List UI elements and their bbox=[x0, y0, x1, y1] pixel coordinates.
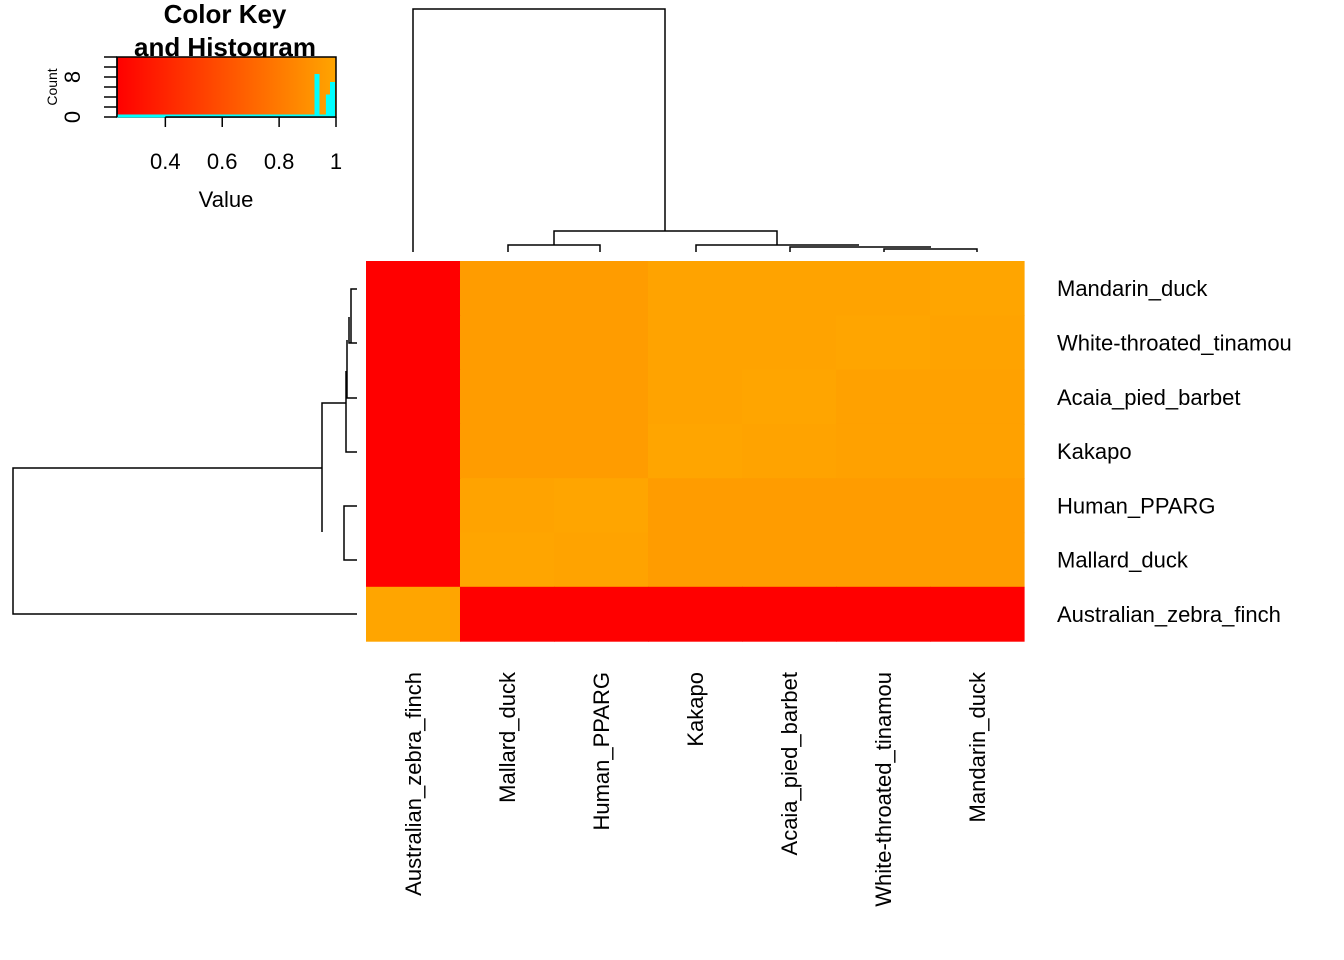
row-label: Kakapo bbox=[1057, 439, 1132, 464]
heatmap-cell bbox=[648, 586, 743, 642]
row-label: Mandarin_duck bbox=[1057, 276, 1208, 301]
heatmap-cell bbox=[836, 369, 931, 425]
heatmap-cell bbox=[742, 369, 837, 425]
key-histogram-bar bbox=[314, 74, 320, 117]
heatmap-cell bbox=[930, 586, 1025, 642]
column-label: Acaia_pied_barbet bbox=[777, 672, 802, 855]
heatmap-cell bbox=[460, 423, 555, 479]
column-label: Mandarin_duck bbox=[965, 671, 990, 822]
heatmap-cell bbox=[460, 315, 555, 371]
key-x-tick-label: 0.6 bbox=[207, 149, 238, 174]
column-label: Human_PPARG bbox=[589, 672, 614, 831]
heatmap-cell bbox=[742, 532, 837, 588]
heatmap-cell bbox=[930, 261, 1025, 316]
heatmap-cell bbox=[554, 315, 649, 371]
key-gradient bbox=[116, 56, 337, 118]
key-y-label: Count bbox=[44, 68, 60, 105]
heatmap-cell bbox=[366, 423, 461, 479]
key-title-line1: Color Key bbox=[164, 0, 287, 29]
heatmap-cell bbox=[930, 532, 1025, 588]
row-labels: Mandarin_duck White-throated_tinamou Acaia… bbox=[1057, 276, 1292, 627]
heatmap-cell bbox=[742, 315, 837, 371]
heatmap-cell bbox=[460, 586, 555, 642]
heatmap-cell bbox=[554, 369, 649, 425]
key-x-axis: 0.4 0.6 0.8 1 bbox=[150, 116, 342, 174]
heatmap-cell bbox=[648, 423, 743, 479]
key-histogram-bar bbox=[325, 94, 331, 117]
row-label: Human_PPARG bbox=[1057, 493, 1216, 518]
heatmap-cell bbox=[836, 261, 931, 316]
heatmap-cell bbox=[460, 261, 555, 316]
heatmap-cell bbox=[742, 586, 837, 642]
heatmap-cell bbox=[930, 478, 1025, 534]
key-histogram-bar bbox=[330, 82, 335, 117]
row-label: Acaia_pied_barbet bbox=[1057, 385, 1240, 410]
row-label: White-throated_tinamou bbox=[1057, 330, 1292, 355]
heatmap-cell bbox=[648, 478, 743, 534]
heatmap-cell bbox=[366, 532, 461, 588]
heatmap-cell bbox=[836, 478, 931, 534]
heatmap-cell bbox=[366, 261, 461, 316]
column-label: Kakapo bbox=[683, 672, 708, 747]
column-label: White-throated_tinamou bbox=[871, 672, 896, 907]
column-dendrogram bbox=[412, 8, 978, 252]
column-dendrogram-branch bbox=[695, 244, 859, 252]
color-key: Color Key and Histogram 0.4 0.6 0.8 1 08 Va… bbox=[44, 0, 342, 212]
key-x-tick-label: 1 bbox=[330, 149, 342, 174]
heatmap-cell bbox=[930, 423, 1025, 479]
row-dendrogram-branch bbox=[350, 288, 357, 343]
key-histogram bbox=[117, 74, 335, 118]
heatmap-cell bbox=[460, 369, 555, 425]
column-dendrogram-branch bbox=[553, 230, 778, 245]
heatmap-cell bbox=[366, 478, 461, 534]
row-dendrogram-branch bbox=[343, 505, 357, 561]
row-dendrogram-branch bbox=[321, 402, 346, 532]
row-label: Australian_zebra_finch bbox=[1057, 602, 1281, 627]
column-dendrogram-branch bbox=[883, 248, 978, 252]
row-dendrogram-branch bbox=[345, 371, 357, 453]
heatmap-cell bbox=[648, 532, 743, 588]
heatmap-cell bbox=[554, 478, 649, 534]
row-dendrogram-branch bbox=[348, 317, 357, 344]
heatmap-cell bbox=[930, 369, 1025, 425]
heatmap-cell bbox=[554, 423, 649, 479]
column-label: Mallard_duck bbox=[495, 671, 520, 803]
heatmap-cell bbox=[460, 532, 555, 588]
column-dendrogram-root bbox=[412, 8, 666, 252]
key-x-tick-label: 0.8 bbox=[264, 149, 295, 174]
column-labels: Australian_zebra_finch Mallard_duck Human_… bbox=[401, 671, 990, 907]
heatmap-cell bbox=[648, 315, 743, 371]
row-dendrogram bbox=[12, 288, 357, 615]
heatmap-cells bbox=[366, 261, 1025, 642]
heatmap-cell bbox=[742, 478, 837, 534]
heatmap-cell bbox=[366, 586, 461, 642]
heatmap-cell bbox=[742, 423, 837, 479]
row-dendrogram-root bbox=[12, 467, 357, 615]
key-y-axis: 08 bbox=[60, 56, 118, 123]
heatmap-cell bbox=[648, 261, 743, 316]
heatmap-cell bbox=[554, 586, 649, 642]
key-y-tick-label: 8 bbox=[60, 71, 85, 83]
heatmap-cell bbox=[742, 261, 837, 316]
heatmap-cell bbox=[366, 315, 461, 371]
column-dendrogram-branch bbox=[789, 246, 931, 252]
heatmap-cell bbox=[554, 532, 649, 588]
key-y-tick-label: 0 bbox=[60, 111, 85, 123]
heatmap-cell bbox=[366, 369, 461, 425]
key-x-label: Value bbox=[199, 187, 254, 212]
heatmap-cell bbox=[930, 315, 1025, 371]
heatmap-cell bbox=[836, 423, 931, 479]
heatmap-cell bbox=[836, 315, 931, 371]
heatmap-cell bbox=[648, 369, 743, 425]
column-dendrogram-branch bbox=[507, 244, 601, 252]
key-x-tick-label: 0.4 bbox=[150, 149, 181, 174]
heatmap-cell bbox=[836, 532, 931, 588]
row-label: Mallard_duck bbox=[1057, 548, 1189, 573]
column-label: Australian_zebra_finch bbox=[401, 672, 426, 896]
heatmap-cell bbox=[554, 261, 649, 316]
heatmap-cell bbox=[460, 478, 555, 534]
heatmap-cell bbox=[836, 586, 931, 642]
row-dendrogram-branch bbox=[346, 340, 357, 399]
